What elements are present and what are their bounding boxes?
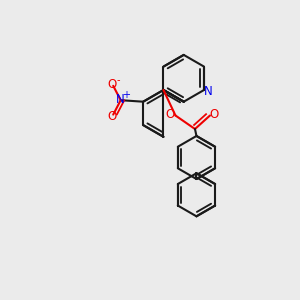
Text: O: O [165,108,175,121]
Text: O: O [107,110,116,123]
Text: N: N [203,85,212,98]
Text: O: O [209,107,218,121]
Text: O: O [107,77,116,91]
Text: -: - [117,75,120,85]
Text: N: N [116,93,125,106]
Text: +: + [122,90,130,100]
